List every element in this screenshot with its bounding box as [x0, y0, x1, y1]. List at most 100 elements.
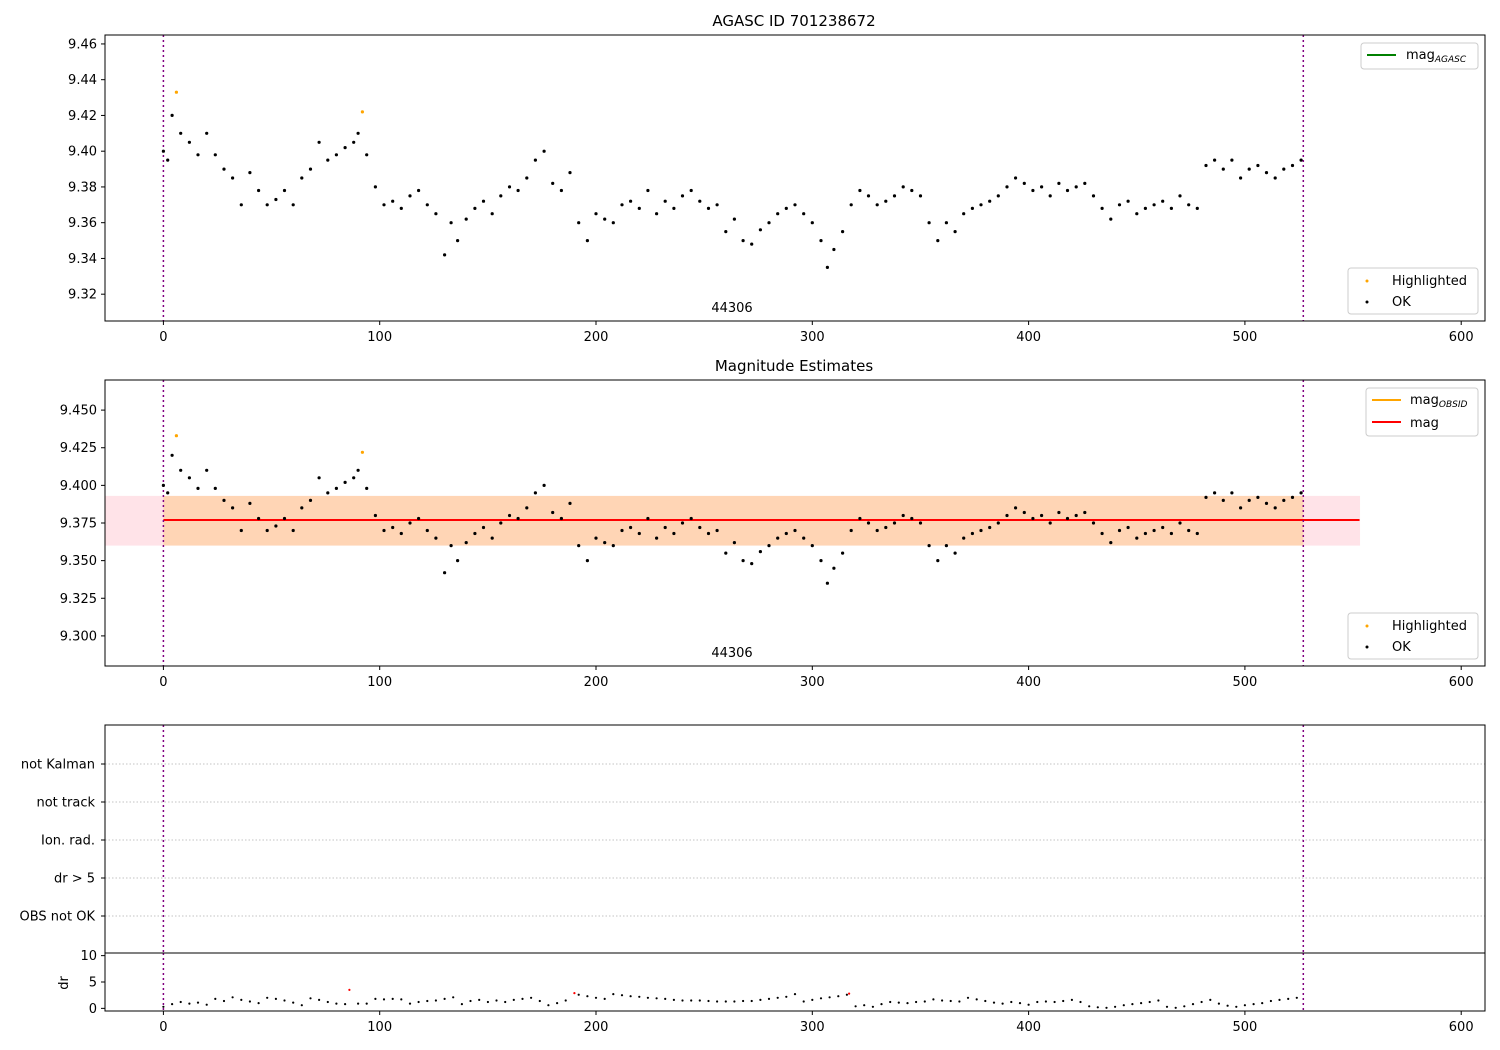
data-point-ok	[793, 528, 797, 533]
legend-upper: magOBSID mag	[1365, 387, 1479, 437]
data-point-ok	[326, 158, 330, 162]
data-point-ok	[533, 491, 538, 495]
data-point-ok	[884, 525, 888, 530]
data-point-ok	[1169, 531, 1173, 536]
data-point-ok	[1213, 491, 1217, 495]
flag-label: not track	[36, 796, 95, 811]
data-point-ok	[443, 253, 447, 257]
data-point-ok	[257, 1002, 260, 1005]
data-point-ok	[365, 153, 369, 157]
data-point-ok	[741, 239, 745, 243]
y-tick-label: 9.40	[68, 145, 97, 160]
data-point-ok	[663, 525, 667, 530]
data-point-ok	[953, 230, 957, 234]
data-point-ok	[880, 1003, 883, 1006]
data-point-ok	[187, 476, 191, 480]
data-point-ok	[1165, 1005, 1169, 1008]
data-point-ok	[512, 998, 515, 1002]
data-point-ok	[265, 203, 269, 207]
data-point-ok	[767, 997, 771, 1001]
data-point-ok	[802, 1000, 805, 1003]
data-point-ok	[343, 480, 347, 484]
data-point-ok	[1278, 998, 1281, 1002]
data-point-ok	[1105, 1006, 1108, 1009]
data-point-ok	[300, 506, 304, 510]
data-point-ok	[759, 998, 762, 1002]
data-point-ok	[586, 995, 589, 998]
data-point-ok	[525, 506, 529, 510]
data-point-ok	[927, 544, 931, 548]
data-point-ok	[478, 998, 481, 1002]
data-point-ok	[1243, 1004, 1246, 1007]
data-point-ok	[291, 203, 295, 207]
data-point-ok	[356, 131, 360, 135]
data-point-ok	[282, 516, 287, 521]
y-tick-label: 5	[89, 976, 97, 991]
data-point-ok	[1065, 188, 1070, 193]
data-point-ok	[724, 230, 728, 234]
data-point-ok	[875, 528, 879, 533]
panel-magnitude-annotation: 44306	[711, 646, 752, 661]
data-point-ok	[884, 199, 888, 203]
data-point-ok	[681, 999, 684, 1002]
x-tick-label: 400	[1016, 1020, 1041, 1035]
x-tick-label: 400	[1016, 330, 1041, 345]
legend-ok-marker	[1365, 300, 1369, 304]
data-point-ok	[166, 158, 170, 162]
data-point-ok	[828, 996, 831, 999]
data-point-ok	[530, 996, 533, 999]
data-point-ok	[205, 1003, 208, 1006]
data-point-ok	[1040, 513, 1044, 518]
data-point-ok	[1074, 185, 1078, 189]
data-point-ok	[1183, 1005, 1186, 1008]
data-point-ok	[274, 997, 277, 1001]
data-point-ok	[449, 221, 453, 225]
data-point-ok	[637, 531, 641, 536]
x-tick-label: 500	[1232, 330, 1257, 345]
data-point-ok	[1235, 1005, 1238, 1008]
data-point-ok	[334, 486, 338, 490]
data-point-ok	[664, 997, 667, 1001]
data-point-ok	[858, 516, 862, 521]
flag-label: OBS not OK	[20, 910, 96, 925]
data-point-highlighted	[360, 110, 364, 114]
data-point-ok	[958, 1000, 961, 1003]
data-point-ok	[875, 203, 879, 207]
data-point-ok	[1122, 1004, 1125, 1007]
data-point-ok	[222, 167, 226, 171]
data-point-ok	[638, 995, 641, 998]
legend-mag-label: mag	[1410, 416, 1439, 431]
data-point-ok	[897, 1001, 900, 1004]
panel-dr: 0 5 10 0 100 200 300 400 500 600 dr	[57, 949, 1486, 1035]
data-point-ok	[629, 199, 633, 203]
data-point-ok	[179, 131, 183, 135]
data-point-ok	[1091, 194, 1096, 198]
data-point-ok	[784, 531, 788, 536]
data-point-ok	[1027, 1003, 1030, 1006]
data-point-ok	[408, 1002, 412, 1005]
y-tick-label: 9.38	[68, 180, 97, 195]
data-point-ok	[300, 1004, 303, 1007]
data-point-ok	[1282, 498, 1286, 502]
data-point-ok	[758, 550, 763, 554]
data-point-ok	[1091, 521, 1096, 525]
data-point-ok	[196, 153, 200, 157]
data-point-ok	[866, 521, 871, 525]
data-point-ok	[603, 541, 607, 545]
data-point-ok	[382, 203, 386, 207]
data-point-ok	[594, 212, 598, 216]
data-point-ok	[802, 536, 806, 540]
y-tick-label: 9.450	[60, 404, 97, 419]
data-point-ok	[162, 1005, 165, 1008]
data-point-ok	[326, 1000, 329, 1004]
data-point-ok	[1221, 498, 1225, 502]
data-point-ok	[456, 559, 460, 563]
legend-highlighted-marker	[1365, 279, 1369, 283]
data-point-ok	[318, 998, 321, 1002]
data-point-ok	[408, 194, 412, 198]
data-point-ok	[733, 1000, 736, 1003]
data-point-ok	[417, 516, 421, 521]
y-tick-label: 9.400	[60, 479, 97, 494]
data-point-ok	[504, 1000, 507, 1004]
data-point-ok	[1048, 521, 1052, 525]
